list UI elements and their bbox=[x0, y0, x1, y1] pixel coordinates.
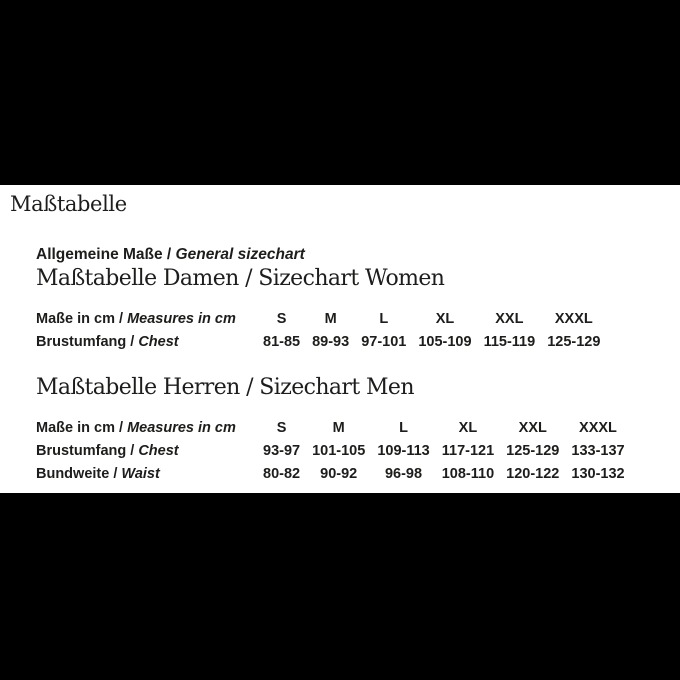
size-header-l: L bbox=[379, 310, 389, 327]
chest-label-en: Chest bbox=[138, 443, 179, 460]
chest-value-xxxl: 125-129 bbox=[547, 333, 601, 350]
waist-value-s: 80-82 bbox=[263, 466, 301, 483]
chest-label-en: Chest bbox=[138, 333, 179, 350]
measure-unit-label: Maße in cm / Measures in cm bbox=[36, 417, 257, 440]
women-size-table: Maße in cm / Measures in cm S M L XL XXL… bbox=[36, 307, 606, 353]
size-header-s: S bbox=[276, 420, 287, 437]
page-title: Maßtabelle bbox=[10, 192, 127, 216]
chest-value-l: 97-101 bbox=[361, 333, 407, 350]
letterbox-top bbox=[0, 0, 680, 185]
waist-value-xl: 108-110 bbox=[441, 466, 495, 483]
measure-unit-label-en: Measures in cm bbox=[127, 420, 236, 437]
men-size-table: Maße in cm / Measures in cm S M L XL XXL… bbox=[36, 417, 631, 486]
sizechart-content: Allgemeine Maße / General sizechart Maßt… bbox=[36, 246, 680, 486]
chest-value-xxl: 115-119 bbox=[483, 333, 536, 350]
size-header-xxl: XXL bbox=[518, 420, 547, 437]
measure-unit-label-en: Measures in cm bbox=[127, 310, 236, 327]
size-header-xxxl: XXXL bbox=[579, 420, 617, 437]
general-sizechart-label-de: Allgemeine Maße / bbox=[36, 246, 176, 264]
chest-label-de: Brustumfang / bbox=[36, 333, 139, 350]
women-section-heading: Maßtabelle Damen / Sizechart Women bbox=[36, 266, 445, 292]
waist-value-xxl: 120-122 bbox=[506, 466, 560, 483]
waist-label-de: Bundweite / bbox=[36, 466, 122, 483]
waist-value-xxxl: 130-132 bbox=[571, 466, 625, 483]
chest-value-xl: 105-109 bbox=[418, 333, 472, 350]
chest-value-s: 81-85 bbox=[263, 333, 301, 350]
chest-label-de: Brustumfang / bbox=[36, 443, 139, 460]
table-row: Brustumfang / Chest 81-85 89-93 97-101 1… bbox=[36, 330, 606, 353]
chest-row-label: Brustumfang / Chest bbox=[36, 440, 257, 463]
waist-value-m: 90-92 bbox=[320, 466, 358, 483]
size-header-xl: XL bbox=[458, 420, 478, 437]
chest-value-xxl: 125-129 bbox=[506, 443, 560, 460]
general-sizechart-subtitle: Allgemeine Maße / General sizechart bbox=[36, 246, 680, 263]
measure-unit-label-de: Maße in cm / bbox=[36, 310, 128, 327]
chest-value-m: 101-105 bbox=[312, 443, 366, 460]
size-header-xxxl: XXXL bbox=[554, 310, 593, 327]
size-header-m: M bbox=[324, 310, 337, 327]
table-header-row: Maße in cm / Measures in cm S M L XL XXL… bbox=[36, 307, 606, 330]
chest-value-xxxl: 133-137 bbox=[571, 443, 625, 460]
chest-value-s: 93-97 bbox=[263, 443, 301, 460]
size-header-xl: XL bbox=[435, 310, 455, 327]
measure-unit-label: Maße in cm / Measures in cm bbox=[36, 307, 257, 330]
size-header-l: L bbox=[399, 420, 408, 437]
table-header-row: Maße in cm / Measures in cm S M L XL XXL… bbox=[36, 417, 631, 440]
measure-unit-label-de: Maße in cm / bbox=[36, 420, 128, 437]
waist-label-en: Waist bbox=[121, 466, 160, 483]
waist-value-l: 96-98 bbox=[384, 466, 423, 483]
letterbox-bottom bbox=[0, 493, 680, 680]
chest-value-xl: 117-121 bbox=[441, 443, 495, 460]
table-row: Bundweite / Waist 80-82 90-92 96-98 108-… bbox=[36, 463, 631, 486]
general-sizechart-label-en: General sizechart bbox=[175, 246, 305, 264]
chest-value-l: 109-113 bbox=[377, 443, 430, 460]
size-header-xxl: XXL bbox=[495, 310, 524, 327]
table-row: Brustumfang / Chest 93-97 101-105 109-11… bbox=[36, 440, 631, 463]
size-header-s: S bbox=[276, 310, 287, 327]
size-header-m: M bbox=[332, 420, 345, 437]
chest-row-label: Brustumfang / Chest bbox=[36, 330, 257, 353]
men-section-heading: Maßtabelle Herren / Sizechart Men bbox=[36, 375, 415, 401]
sizechart-document: Maßtabelle Allgemeine Maße / General siz… bbox=[0, 185, 680, 493]
waist-row-label: Bundweite / Waist bbox=[36, 463, 257, 486]
chest-value-m: 89-93 bbox=[312, 333, 350, 350]
